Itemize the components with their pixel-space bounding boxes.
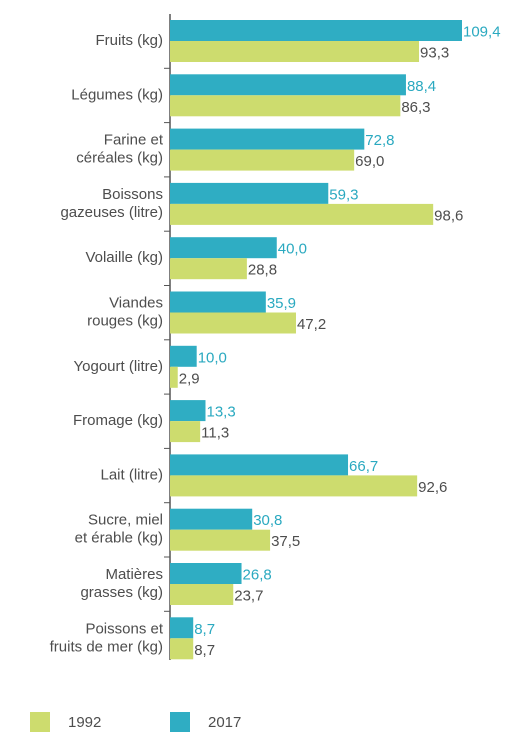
- value-label: 40,0: [278, 241, 307, 258]
- category-label: Poissons et fruits de mer (kg): [50, 620, 164, 655]
- bar: [170, 400, 206, 422]
- category-label: Yogourt (litre): [74, 358, 164, 375]
- category-label: Sucre, miel et érable (kg): [75, 512, 163, 547]
- value-label: 37,5: [271, 533, 300, 550]
- value-label: 69,0: [355, 153, 384, 170]
- bar: [170, 529, 271, 551]
- value-label: 13,3: [206, 404, 235, 421]
- category-label: Volaille (kg): [85, 249, 163, 266]
- value-label: 28,8: [248, 262, 277, 279]
- category-label: Viandes rouges (kg): [87, 294, 163, 329]
- value-label: 109,4: [463, 23, 501, 40]
- bar: [170, 312, 296, 334]
- legend-swatch: [170, 712, 190, 732]
- bar: [170, 74, 406, 96]
- legend-label: 2017: [208, 714, 241, 731]
- category-label: Lait (litre): [100, 466, 163, 483]
- bar: [170, 203, 434, 225]
- bar: [170, 149, 355, 171]
- bar: [170, 41, 420, 62]
- category-label: Légumes (kg): [71, 86, 163, 103]
- value-label: 98,6: [434, 207, 463, 224]
- bar: [170, 366, 178, 388]
- bar: [170, 584, 234, 605]
- legend-label: 1992: [68, 714, 101, 731]
- bar: [170, 475, 418, 497]
- value-label: 47,2: [297, 316, 326, 333]
- value-label: 92,6: [418, 479, 447, 496]
- category-label: Farine et céréales (kg): [76, 132, 164, 167]
- category-label: Boissons gazeuses (litre): [60, 186, 163, 221]
- value-label: 23,7: [234, 587, 263, 604]
- bar: [170, 421, 201, 443]
- bar: [170, 454, 349, 476]
- value-label: 8,7: [194, 642, 215, 659]
- bar: [170, 95, 401, 117]
- value-label: 2,9: [179, 370, 200, 387]
- value-label: 35,9: [267, 295, 296, 312]
- bar: [170, 182, 329, 204]
- bar: [170, 258, 247, 280]
- bar: [170, 345, 197, 367]
- bar: [170, 291, 266, 313]
- value-label: 72,8: [365, 132, 394, 149]
- bar: [170, 638, 194, 660]
- bar: [170, 508, 253, 530]
- legend-swatch: [30, 712, 50, 732]
- value-label: 30,8: [253, 512, 282, 529]
- value-label: 8,7: [194, 621, 215, 638]
- category-label: Matières grasses (kg): [80, 566, 163, 601]
- value-label: 86,3: [401, 99, 430, 116]
- value-label: 11,3: [201, 425, 229, 442]
- bar: [170, 237, 277, 259]
- category-label: Fruits (kg): [96, 32, 164, 49]
- category-label: Fromage (kg): [73, 412, 163, 429]
- bar: [170, 563, 242, 584]
- value-label: 10,0: [198, 349, 227, 366]
- bar: [170, 617, 194, 639]
- value-label: 59,3: [329, 186, 358, 203]
- value-label: 88,4: [407, 78, 436, 95]
- value-label: 93,3: [420, 44, 449, 61]
- bar: [170, 128, 365, 150]
- value-label: 26,8: [243, 566, 272, 583]
- value-label: 66,7: [349, 458, 378, 475]
- bar: [170, 20, 462, 41]
